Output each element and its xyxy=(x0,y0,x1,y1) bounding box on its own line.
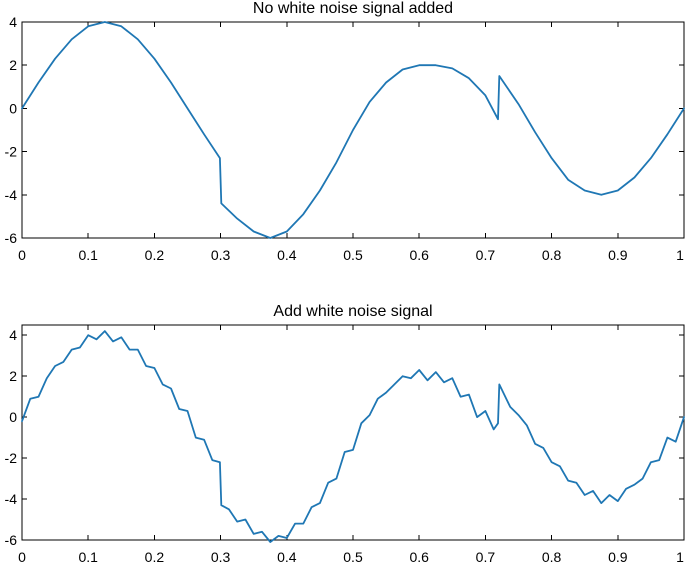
y-tick-label: 2 xyxy=(9,57,17,73)
x-tick-label: 0.7 xyxy=(476,549,496,565)
chart-no-noise: No white noise signal added 0 0.1 0.2 0.3 0.… xyxy=(5,0,685,263)
y-tick-label: 2 xyxy=(9,368,17,384)
x-tick-label: 0.6 xyxy=(409,247,429,263)
y-tick-label: 0 xyxy=(9,100,17,116)
x-tick-label: 0 xyxy=(18,247,26,263)
y-tick-label: -4 xyxy=(5,491,18,507)
x-tick-label: 0.6 xyxy=(409,549,429,565)
x-tick-label: 0.5 xyxy=(343,247,363,263)
y-tick-label: 4 xyxy=(9,327,17,343)
x-tick-label: 0.5 xyxy=(343,549,363,565)
x-tick-label: 0.7 xyxy=(476,247,496,263)
x-tick-label: 0.4 xyxy=(277,247,297,263)
x-tick-label: 0.8 xyxy=(542,549,562,565)
x-tick-label: 0.8 xyxy=(542,247,562,263)
x-tick-label: 0.9 xyxy=(608,549,628,565)
x-tick-label: 0.3 xyxy=(211,247,231,263)
x-tick-label: 1 xyxy=(676,549,684,565)
y-tick-label: 0 xyxy=(9,409,17,425)
x-tick-label: 0.1 xyxy=(78,247,98,263)
x-tick-label: 0.1 xyxy=(78,549,98,565)
y-tick-label: -4 xyxy=(5,187,18,203)
chart-with-noise: Add white noise signal 0 0.1 0.2 0.3 0.4 0.5 0… xyxy=(5,303,685,565)
x-tick-label: 0.9 xyxy=(608,247,628,263)
chart-title: No white noise signal added xyxy=(253,0,453,17)
series-line xyxy=(21,330,685,543)
x-tick-label: 1 xyxy=(676,247,684,263)
chart-title: Add white noise signal xyxy=(273,303,432,320)
x-tick-label: 0.4 xyxy=(277,549,297,565)
y-tick-label: 4 xyxy=(9,14,17,30)
y-tick-label: -6 xyxy=(5,230,18,246)
x-tick-label: 0 xyxy=(18,549,26,565)
y-tick-label: -6 xyxy=(5,532,18,548)
x-tick-label: 0.2 xyxy=(145,247,165,263)
plot-area xyxy=(21,324,685,541)
series-line xyxy=(21,21,685,239)
y-tick-label: -2 xyxy=(5,450,18,466)
y-tick-label: -2 xyxy=(5,144,18,160)
x-tick-label: 0.3 xyxy=(211,549,231,565)
x-tick-label: 0.2 xyxy=(145,549,165,565)
